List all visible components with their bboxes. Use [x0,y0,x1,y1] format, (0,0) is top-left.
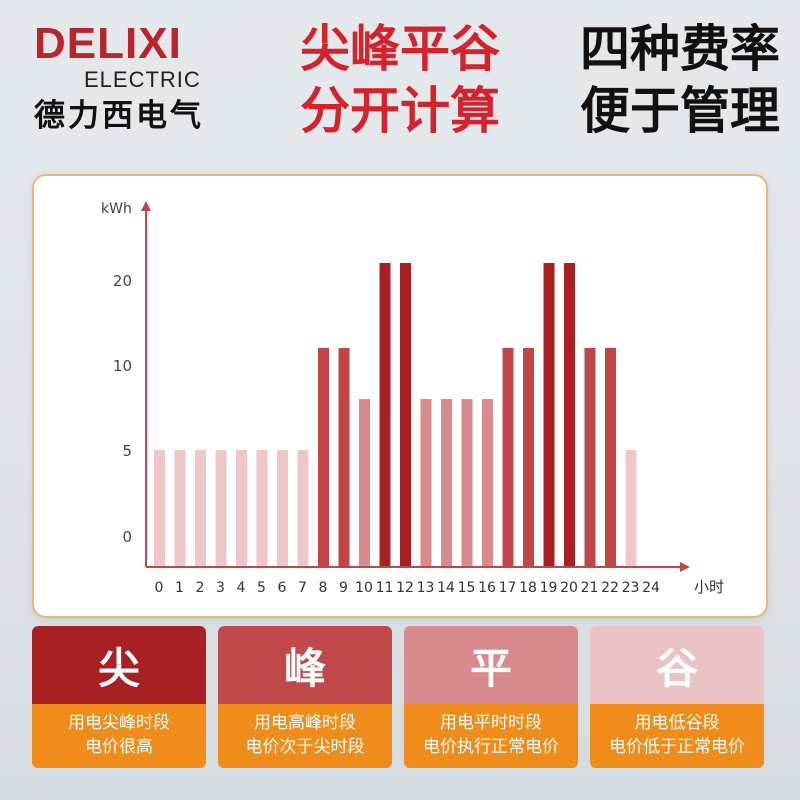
legend-desc-valley: 用电低谷段 电价低于正常电价 [590,704,764,768]
x-tick-label: 11 [376,580,394,596]
x-tick-label: 20 [560,580,578,596]
bar-hour-20 [564,263,575,567]
x-axis-arrow [680,562,690,572]
x-tick-label: 5 [257,580,266,596]
bar-hour-22 [605,348,616,567]
y-tick-label: 10 [113,357,132,375]
x-tick-label: 21 [581,580,599,596]
bar-hour-10 [359,399,370,567]
headline-red-1: 尖峰平谷 [300,20,500,78]
x-tick-label: 0 [155,580,164,596]
bar-hour-13 [420,399,432,567]
x-tick-label: 24 [642,580,660,596]
x-tick-label: 1 [175,580,184,596]
bar-hour-5 [256,450,268,567]
legend-title-peak: 峰 [218,626,392,704]
x-tick-label: 3 [216,580,225,596]
x-tick-label: 18 [519,580,537,596]
legend-item-valley: 谷 用电低谷段 电价低于正常电价 [590,626,764,768]
bar-hour-17 [502,348,514,567]
x-tick-label: 19 [540,580,558,596]
bar-hour-7 [297,450,309,567]
bar-hour-12 [400,263,411,567]
bar-hour-2 [195,450,206,567]
legend-item-flat: 平 用电平时时段 电价执行正常电价 [404,626,578,768]
brand-sub: ELECTRIC [84,67,201,92]
y-axis-label: kWh [101,201,132,217]
x-tick-label: 17 [499,580,517,596]
legend-line2: 电价很高 [85,737,153,757]
bar-hour-14 [441,399,452,567]
bar-hour-6 [277,450,288,567]
headline: 尖峰平谷 四种费率 分开计算 便于管理 [300,18,780,142]
x-tick-label: 2 [196,580,205,596]
legend-desc-sharp-peak: 用电尖峰时段 电价很高 [32,704,206,768]
x-tick-label: 12 [396,580,414,596]
x-tick-label: 10 [355,580,373,596]
bar-hour-19 [543,263,555,567]
legend-line1: 用电平时时段 [440,713,542,733]
x-tick-label: 15 [458,580,476,596]
legend-title-valley: 谷 [590,626,764,704]
legend-line1: 用电低谷段 [634,713,720,733]
bar-hour-4 [236,450,247,567]
y-tick-label: 0 [122,528,132,546]
headline-black-1: 四种费率 [580,20,780,78]
legend-line2: 电价次于尖时段 [245,737,365,757]
bar-hour-8 [318,348,329,567]
headline-red-2: 分开计算 [300,82,500,140]
bar-hour-0 [154,450,165,567]
brand-name: DELIXI [34,19,182,68]
x-tick-label: 8 [319,580,328,596]
headline-row-2: 分开计算 便于管理 [300,80,780,142]
legend-desc-peak: 用电高峰时段 电价次于尖时段 [218,704,392,768]
legend-line1: 用电高峰时段 [254,713,356,733]
legend-title-sharp-peak: 尖 [32,626,206,704]
y-tick-label: 20 [113,272,132,290]
bar-hour-9 [338,348,350,567]
x-tick-label: 14 [437,580,455,596]
brand-logo: DELIXI ELECTRIC 德力西电气 [34,19,264,135]
legend-desc-flat: 用电平时时段 电价执行正常电价 [404,704,578,768]
x-tick-label: 9 [339,580,348,596]
bar-hour-23 [625,450,637,567]
bar-hour-18 [523,348,534,567]
headline-black-2: 便于管理 [580,82,780,140]
bar-hour-3 [215,450,227,567]
x-axis-label: 小时 [694,578,724,596]
tariff-legend: 尖 用电尖峰时段 电价很高 峰 用电高峰时段 电价次于尖时段 平 用电平时时段 … [32,626,764,772]
x-tick-label: 23 [622,580,640,596]
chart-card: kWh 0 5 10 20 0 1 2 3 4 5 6 7 8 9 10 11 12 13 14 15 16 17 18 19 2… [32,174,768,618]
brand-chinese-name: 德力西电气 [34,98,204,134]
x-tick-label: 6 [278,580,287,596]
legend-line1: 用电尖峰时段 [68,713,170,733]
legend-item-peak: 峰 用电高峰时段 电价次于尖时段 [218,626,392,768]
y-tick-label: 5 [122,442,132,460]
x-tick-label: 16 [478,580,496,596]
bar-hour-15 [461,399,473,567]
bar-hour-11 [379,263,391,567]
x-tick-label: 13 [417,580,435,596]
legend-line2: 电价低于正常电价 [609,737,745,757]
x-tick-label: 7 [298,580,307,596]
legend-item-sharp-peak: 尖 用电尖峰时段 电价很高 [32,626,206,768]
bar-hour-1 [174,450,186,567]
x-tick-label: 4 [237,580,246,596]
legend-line2: 电价执行正常电价 [423,737,559,757]
bar-hour-21 [584,348,596,567]
bar-hour-16 [482,399,493,567]
legend-title-flat: 平 [404,626,578,704]
headline-row-1: 尖峰平谷 四种费率 [300,18,780,80]
x-tick-label: 22 [601,580,619,596]
y-axis-arrow [141,201,151,211]
